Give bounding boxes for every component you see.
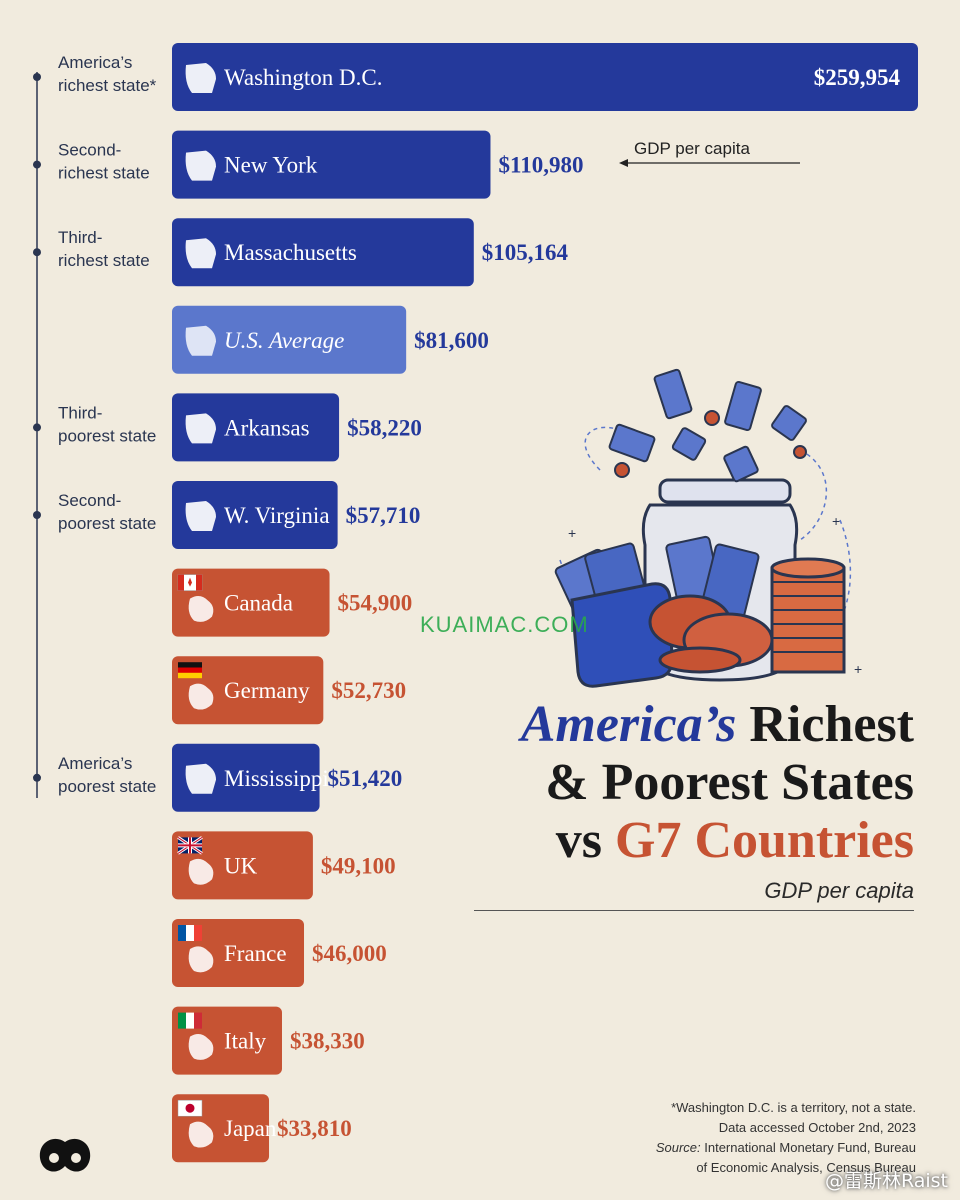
bar-label-arkansas: Arkansas	[224, 415, 310, 440]
annotation-text: Third-	[58, 228, 102, 247]
canada-flag-icon	[177, 574, 214, 622]
annotation-dot	[33, 73, 41, 81]
bar-mississippi	[172, 743, 320, 812]
bar-label-massachusetts: Massachusetts	[224, 240, 357, 265]
bar-new-york	[172, 130, 491, 199]
title-part-3: & Poorest States	[545, 754, 914, 811]
value-label-italy: $38,330	[290, 1029, 365, 1054]
uk-flag-icon	[177, 836, 214, 885]
subtitle-divider	[474, 910, 914, 911]
massachusetts-shape-icon	[185, 238, 216, 269]
value-label-massachusetts: $105,164	[482, 240, 569, 265]
title-part-5: G7 Countries	[615, 812, 914, 869]
title-part-4: vs	[555, 812, 602, 869]
gdp-note-label: GDP per capita	[634, 139, 750, 158]
svg-text:+: +	[832, 513, 840, 529]
bar-label-italy: Italy	[224, 1029, 267, 1054]
source-text: International Monetary Fund, Bureau	[704, 1140, 916, 1155]
bar-label-mississippi: Mississippi	[224, 766, 329, 791]
bar-germany	[172, 656, 324, 725]
washington-d-c-shape-icon	[185, 63, 216, 93]
bar-label-uk: UK	[224, 853, 258, 878]
annotation-text: America’s	[58, 754, 132, 773]
annotation-mississippi: America’s poorest state	[33, 754, 156, 796]
value-label-arkansas: $58,220	[347, 415, 422, 440]
mississippi-shape-icon	[185, 763, 216, 794]
annotation-new-york: Second-richest state	[33, 141, 150, 183]
value-label-new-york: $110,980	[498, 153, 583, 178]
bar-label-washington-d-c: Washington D.C.	[224, 65, 383, 90]
annotation-text: poorest state	[58, 426, 156, 445]
value-label-mississippi: $51,420	[328, 766, 403, 791]
bar-w-virginia	[172, 481, 338, 549]
value-label-france: $46,000	[312, 941, 387, 966]
value-label-japan: $33,810	[277, 1116, 352, 1141]
france-flag-icon	[178, 925, 214, 973]
svg-text:+: +	[854, 661, 862, 677]
annotation-text: Second-	[58, 491, 121, 510]
annotation-text: poorest state	[58, 777, 156, 796]
annotation-dot	[33, 423, 41, 432]
annotation-text: richest state	[58, 164, 150, 183]
footnote-line-4: of Economic Analysis, Census Bureau	[696, 1160, 916, 1175]
chart-title: America’s Richest & Poorest States vs G7…	[474, 696, 914, 911]
annotation-arkansas: Third-poorest state	[33, 403, 156, 445]
bar-u-s-average	[172, 305, 407, 374]
value-label-washington-d-c: $259,954	[814, 65, 901, 90]
japan-flag-icon	[177, 1099, 214, 1148]
annotation-text: richest state	[58, 251, 150, 270]
chart-subtitle: GDP per capita	[764, 878, 914, 903]
u-s-average-shape-icon	[185, 325, 216, 356]
bar-massachusetts	[172, 218, 474, 287]
bar-washington-d-c	[172, 43, 918, 111]
value-label-u-s-average: $81,600	[414, 328, 489, 353]
arkansas-shape-icon	[185, 413, 216, 444]
weibo-handle: @雷斯林Raist	[824, 1170, 948, 1192]
annotation-text: Third-	[58, 403, 102, 422]
bar-label-canada: Canada	[224, 591, 293, 616]
bar-label-new-york: New York	[224, 153, 318, 178]
w-virginia-shape-icon	[185, 501, 216, 531]
value-label-canada: $54,900	[338, 591, 413, 616]
value-label-uk: $49,100	[321, 853, 396, 878]
annotation-washington-d-c: America’s richest state*	[33, 53, 157, 95]
coin-stack	[770, 557, 846, 674]
annotation-text: richest state*	[58, 76, 157, 95]
title-part-1: America’s	[520, 696, 737, 753]
bar-label-japan: Japan	[224, 1116, 277, 1141]
bar-label-germany: Germany	[224, 678, 310, 703]
annotation-text: poorest state	[58, 514, 156, 533]
annotation-dot	[33, 511, 41, 519]
annotation-dot	[33, 773, 41, 782]
footnote-line-2: Data accessed October 2nd, 2023	[718, 1120, 916, 1135]
bar-arkansas	[172, 393, 340, 462]
bar-label-u-s-average: U.S. Average	[224, 328, 344, 353]
bar-label-w-virginia: W. Virginia	[224, 503, 330, 528]
italy-flag-icon	[178, 1012, 214, 1060]
value-label-w-virginia: $57,710	[346, 503, 421, 528]
svg-text:+: +	[568, 525, 576, 541]
footnote-line-1: *Washington D.C. is a territory, not a s…	[671, 1100, 916, 1115]
new-york-shape-icon	[185, 150, 216, 181]
source-label: Source:	[655, 1140, 701, 1155]
value-label-germany: $52,730	[331, 678, 406, 703]
footnote: *Washington D.C. is a territory, not a s…	[656, 1098, 916, 1178]
watermark: KUAIMAC.COM	[420, 612, 589, 637]
annotation-text: Second-	[58, 141, 121, 160]
annotation-text: America’s	[58, 53, 132, 72]
germany-flag-icon	[178, 662, 214, 710]
bar-label-france: France	[224, 941, 287, 966]
bar-canada	[172, 568, 330, 637]
annotation-dot	[33, 160, 41, 169]
gdp-note: GDP per capita	[619, 139, 800, 167]
annotation-massachusetts: Third-richest state	[33, 228, 150, 270]
title-part-2: Richest	[749, 696, 914, 753]
brand-logo	[39, 1138, 91, 1172]
money-jar-illustration: + + +	[554, 368, 862, 688]
annotation-dot	[33, 248, 41, 257]
annotation-w-virginia: Second-poorest state	[33, 491, 156, 533]
